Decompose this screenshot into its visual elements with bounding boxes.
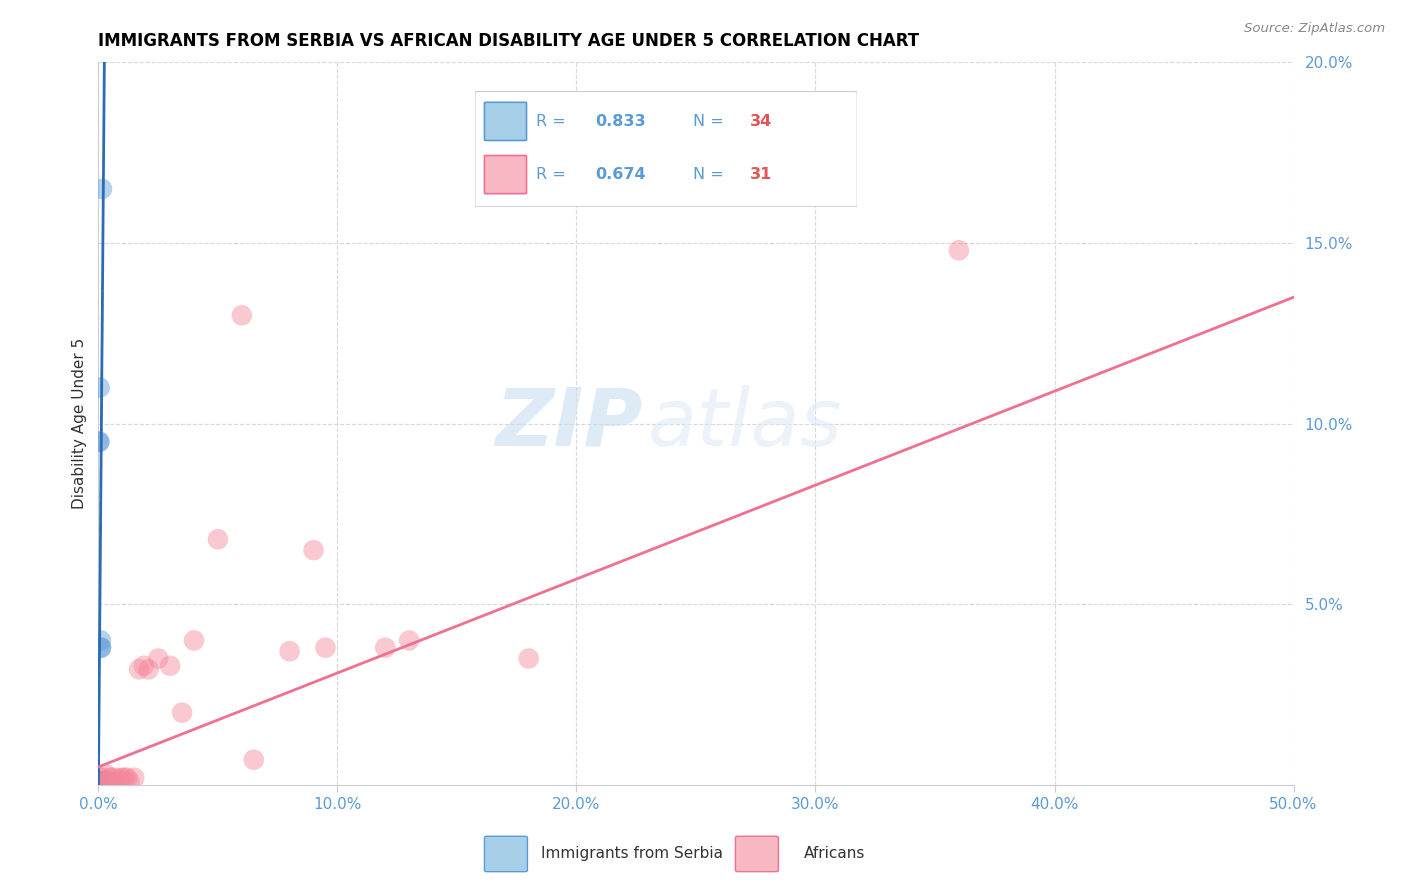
Point [94,767,117,781]
Point [207,533,229,547]
Point [108,774,131,789]
Point [89,774,111,789]
Point [517,651,540,665]
Point [91,774,114,789]
Point [90,774,112,789]
Point [111,771,134,785]
Point [948,244,970,258]
Text: Africans: Africans [804,847,865,861]
Point [374,640,396,655]
Point [98,771,122,785]
Point [90,640,112,655]
Point [90,774,112,789]
Point [91,182,114,196]
Point [90,774,112,789]
Text: ZIP: ZIP [495,384,643,463]
Point [97,774,120,789]
Y-axis label: Disability Age Under 5: Disability Age Under 5 [72,338,87,509]
Point [132,658,155,673]
Point [159,658,181,673]
Point [91,774,114,789]
Point [243,753,266,767]
Point [93,774,115,789]
Point [115,771,138,785]
Point [90,771,112,785]
Point [91,774,114,789]
Point [93,774,115,789]
Point [89,434,111,449]
Point [101,771,124,785]
Point [148,651,170,665]
Point [93,774,115,789]
Point [138,662,160,676]
Point [302,543,325,558]
Text: Source: ZipAtlas.com: Source: ZipAtlas.com [1244,22,1385,36]
Point [90,633,112,648]
Point [89,774,111,789]
Text: Immigrants from Serbia: Immigrants from Serbia [541,847,723,861]
Point [128,662,150,676]
Point [91,771,114,785]
Point [183,633,205,648]
Point [89,774,111,789]
Point [89,774,111,789]
Point [172,706,194,720]
Point [114,771,136,785]
Point [90,640,112,655]
Point [90,774,112,789]
Point [90,774,112,789]
FancyBboxPatch shape [485,837,527,871]
Point [124,771,146,785]
FancyBboxPatch shape [735,837,779,871]
Point [91,774,114,789]
Point [231,308,253,322]
Text: atlas: atlas [648,384,844,463]
Point [89,774,111,789]
Point [90,774,112,789]
Point [398,633,420,648]
Point [89,434,111,449]
Point [90,774,112,789]
Point [89,380,111,394]
Point [104,774,127,789]
Text: IMMIGRANTS FROM SERBIA VS AFRICAN DISABILITY AGE UNDER 5 CORRELATION CHART: IMMIGRANTS FROM SERBIA VS AFRICAN DISABI… [98,32,920,50]
Point [315,640,337,655]
Point [91,774,114,789]
Point [90,774,112,789]
Point [118,774,141,789]
Point [91,774,114,789]
Point [89,774,111,789]
Point [89,774,111,789]
Point [89,774,111,789]
Point [90,774,112,789]
Point [278,644,301,658]
Point [89,774,111,789]
Point [107,771,129,785]
